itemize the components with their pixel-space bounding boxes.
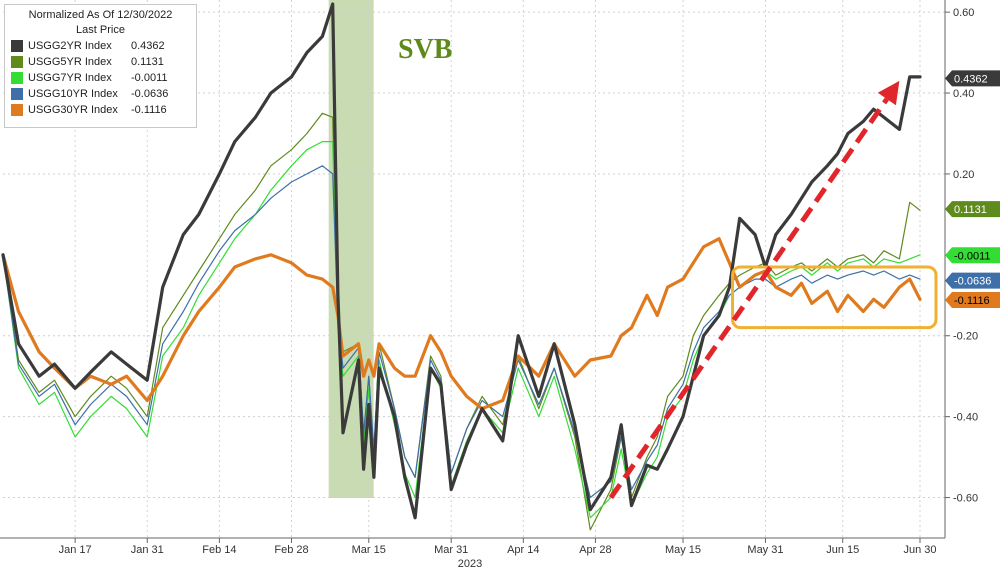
series-10yr-line [2,165,921,499]
legend-value-10yr: -0.0636 [131,88,169,100]
legend-name-2yr: USGG2YR Index [28,40,112,52]
x-tick-label-11: Jun 30 [903,544,936,556]
x-tick-label-10: Jun 15 [826,544,859,556]
legend-row-10yr: USGG10YR Index -0.0636 [5,86,196,102]
x-axis-label: 2023 [458,558,482,570]
svb-label: SVB [398,34,452,65]
legend-name-10yr: USGG10YR Index [28,88,118,100]
legend-name-7yr: USGG7YR Index [28,72,112,84]
last-value-5yr-bg [945,201,1000,218]
legend-swatch-7yr [11,72,23,84]
series-5yr-line [2,112,921,531]
trend-arrow-head [877,80,900,106]
y-tick-label-4: -0.40 [953,412,978,424]
last-value-2yr-bg [945,70,1000,87]
series-2yr-line [1,2,922,520]
legend-subtitle: Last Price [76,24,125,36]
x-tick-label-9: May 31 [747,544,783,556]
last-value-7yr-bg [945,247,1000,264]
trend-arrow-shaft [608,97,889,499]
legend-value-30yr: -0.1116 [131,104,167,116]
last-value-7yr-text: -0.0011 [954,250,991,262]
y-tick-label-5: -0.60 [953,493,978,505]
y-tick-label-2: 0.20 [953,169,974,181]
legend-name-30yr: USGG30YR Index [28,104,118,116]
last-value-30yr-text: -0.1116 [954,295,990,307]
x-tick-label-3: Feb 28 [274,544,308,556]
legend-swatch-30yr [11,104,23,116]
x-tick-label-7: Apr 28 [579,544,611,556]
legend-swatch-10yr [11,88,23,100]
legend-row-5yr: USGG5YR Index 0.1131 [5,54,196,70]
legend-value-2yr: 0.4362 [131,40,165,52]
legend-name-5yr: USGG5YR Index [28,56,112,68]
x-tick-label-4: Mar 15 [352,544,386,556]
y-tick-label-1: 0.40 [953,88,974,100]
last-value-30yr: -0.1116 [945,291,1000,308]
legend-row-7yr: USGG7YR Index -0.0011 [5,70,196,86]
legend-title: Normalized As Of 12/30/2022 [28,9,173,21]
series-30yr-line [1,237,922,411]
last-value-5yr-text: 0.1131 [954,204,987,216]
range-box [731,265,938,330]
legend-swatch-2yr [11,40,23,52]
last-value-10yr-bg [945,272,1000,289]
last-value-10yr-text: -0.0636 [954,276,991,288]
last-value-10yr: -0.0636 [945,272,1000,289]
last-value-2yr-text: 0.4362 [954,73,988,85]
legend: Normalized As Of 12/30/2022 Last Price U… [4,4,197,128]
last-value-2yr: 0.4362 [945,70,1000,87]
y-tick-label-0: 0.60 [953,7,974,19]
legend-value-5yr: 0.1131 [131,56,164,68]
x-tick-label-0: Jan 17 [59,544,92,556]
last-value-5yr: 0.1131 [945,201,1000,218]
legend-swatch-5yr [11,56,23,68]
legend-row-2yr: USGG2YR Index 0.4362 [5,38,196,54]
x-tick-label-6: Apr 14 [507,544,539,556]
legend-row-30yr: USGG30YR Index -0.1116 [5,102,196,118]
x-tick-label-5: Mar 31 [434,544,468,556]
last-value-7yr: -0.0011 [945,247,1000,264]
x-tick-label-1: Jan 31 [131,544,164,556]
x-tick-label-2: Feb 14 [202,544,236,556]
last-value-30yr-bg [945,291,1000,308]
legend-value-7yr: -0.0011 [131,72,168,84]
y-tick-label-3: -0.20 [953,331,978,343]
x-tick-label-8: May 15 [665,544,701,556]
